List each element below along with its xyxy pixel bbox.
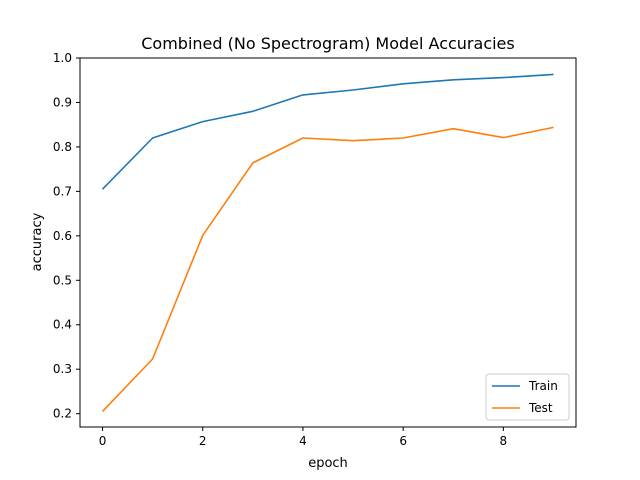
- x-tick-label: 2: [199, 434, 207, 448]
- y-axis: 0.2 0.3 0.4 0.5 0.6 0.7 0.8 0.9 1.0: [53, 51, 80, 421]
- x-axis: 0 2 4 6 8: [99, 427, 507, 448]
- y-tick-label: 0.6: [53, 229, 72, 243]
- y-tick-label: 0.2: [53, 407, 72, 421]
- y-tick-label: 0.4: [53, 318, 72, 332]
- legend: Train Test: [485, 373, 570, 421]
- series-line-train: [101, 73, 554, 190]
- x-tick-label: 0: [99, 434, 107, 448]
- y-tick-label: 0.3: [53, 362, 72, 376]
- x-tick-label: 6: [399, 434, 407, 448]
- y-tick-label: 1.0: [53, 51, 72, 65]
- chart-title: Combined (No Spectrogram) Model Accuraci…: [141, 34, 514, 53]
- plot-area: [79, 57, 577, 428]
- series-lines: [101, 73, 554, 412]
- y-axis-label: accuracy: [30, 212, 45, 271]
- legend-label-test: Test: [528, 401, 553, 415]
- x-tick-label: 8: [500, 434, 508, 448]
- y-tick-label: 0.7: [53, 184, 72, 198]
- x-tick-label: 4: [299, 434, 307, 448]
- y-tick-label: 0.9: [53, 95, 72, 109]
- y-tick-label: 0.5: [53, 273, 72, 287]
- x-axis-label: epoch: [308, 456, 348, 471]
- series-line-test: [101, 126, 554, 412]
- legend-label-train: Train: [528, 379, 558, 393]
- y-tick-label: 0.8: [53, 140, 72, 154]
